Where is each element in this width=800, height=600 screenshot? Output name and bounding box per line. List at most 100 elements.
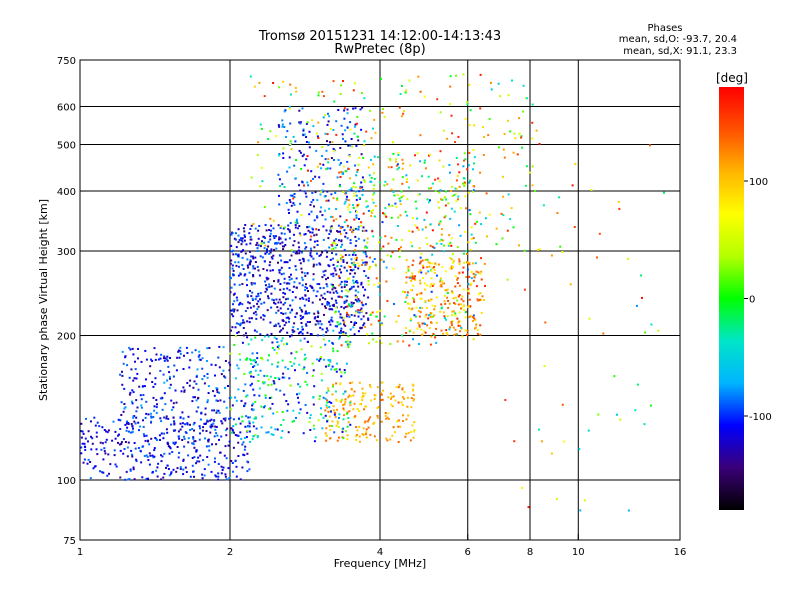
data-point [457, 324, 460, 327]
data-point [254, 433, 257, 436]
data-point [81, 442, 84, 445]
data-point [303, 358, 306, 361]
data-point [277, 280, 280, 283]
data-point [198, 354, 201, 357]
data-point [472, 237, 475, 240]
data-point [159, 397, 162, 400]
data-point [456, 317, 459, 320]
data-point [232, 269, 235, 272]
data-point [388, 203, 390, 206]
data-point [404, 91, 407, 94]
data-point [649, 404, 652, 407]
data-point [340, 329, 342, 332]
data-point [339, 335, 341, 338]
data-point [332, 219, 335, 222]
data-point [449, 171, 451, 174]
data-point [325, 199, 328, 202]
data-point [411, 424, 414, 427]
data-point [513, 132, 516, 135]
data-point [250, 338, 253, 341]
data-point [390, 188, 393, 191]
data-point [371, 198, 374, 201]
data-point [363, 421, 366, 424]
data-point [206, 419, 209, 422]
data-point [304, 294, 307, 297]
data-point [256, 436, 259, 439]
data-point [293, 281, 296, 284]
data-point [451, 310, 454, 313]
data-point [419, 297, 422, 300]
data-point [410, 275, 413, 278]
data-point [330, 283, 333, 286]
data-point [401, 84, 403, 87]
data-point [351, 231, 354, 234]
data-point [346, 237, 349, 240]
data-point [230, 460, 233, 462]
data-point [330, 410, 332, 413]
data-point [274, 323, 277, 326]
data-point [338, 171, 341, 174]
data-point [347, 421, 350, 424]
data-point [154, 377, 157, 380]
data-point [421, 322, 424, 325]
data-point [286, 287, 289, 290]
data-point [166, 359, 169, 362]
data-point [157, 462, 160, 465]
data-point [458, 185, 461, 188]
data-point [176, 467, 179, 470]
data-point [199, 418, 202, 421]
data-point [373, 421, 376, 424]
data-point [107, 453, 110, 456]
data-point [336, 265, 339, 268]
data-point [476, 220, 479, 223]
data-point [480, 311, 483, 314]
data-point [283, 277, 286, 280]
data-point [331, 320, 334, 323]
data-point [187, 454, 190, 457]
data-point [252, 265, 255, 268]
data-point [423, 159, 426, 162]
data-point [342, 191, 345, 194]
data-point [149, 412, 152, 415]
data-point [405, 332, 408, 334]
data-point [128, 393, 131, 396]
data-point [187, 415, 190, 418]
data-point [512, 226, 515, 229]
data-point [161, 408, 164, 411]
data-point [278, 153, 281, 155]
data-point [400, 238, 403, 241]
data-point [451, 290, 454, 293]
data-point [233, 344, 236, 346]
data-point [99, 470, 102, 473]
data-point [362, 433, 365, 436]
data-point [335, 238, 338, 241]
data-point [205, 430, 208, 432]
data-point [257, 294, 260, 297]
data-point [292, 285, 295, 288]
data-point [173, 423, 176, 426]
data-point [139, 450, 142, 453]
data-point [325, 434, 328, 437]
data-point [266, 333, 269, 336]
data-point [103, 450, 106, 453]
data-point [440, 198, 442, 201]
data-point [350, 301, 353, 304]
data-point [288, 267, 291, 269]
data-point [148, 372, 151, 375]
data-point [294, 224, 297, 227]
data-point [294, 315, 297, 318]
data-point [429, 285, 432, 288]
data-point [334, 269, 337, 272]
data-point [360, 307, 363, 310]
data-point [332, 147, 335, 150]
data-point [412, 398, 415, 401]
data-point [105, 438, 108, 441]
data-point [282, 418, 285, 421]
data-point [497, 82, 500, 85]
data-point [338, 163, 341, 166]
data-point [278, 194, 280, 197]
data-point [268, 397, 271, 399]
data-point [352, 394, 355, 397]
data-point [468, 275, 471, 278]
